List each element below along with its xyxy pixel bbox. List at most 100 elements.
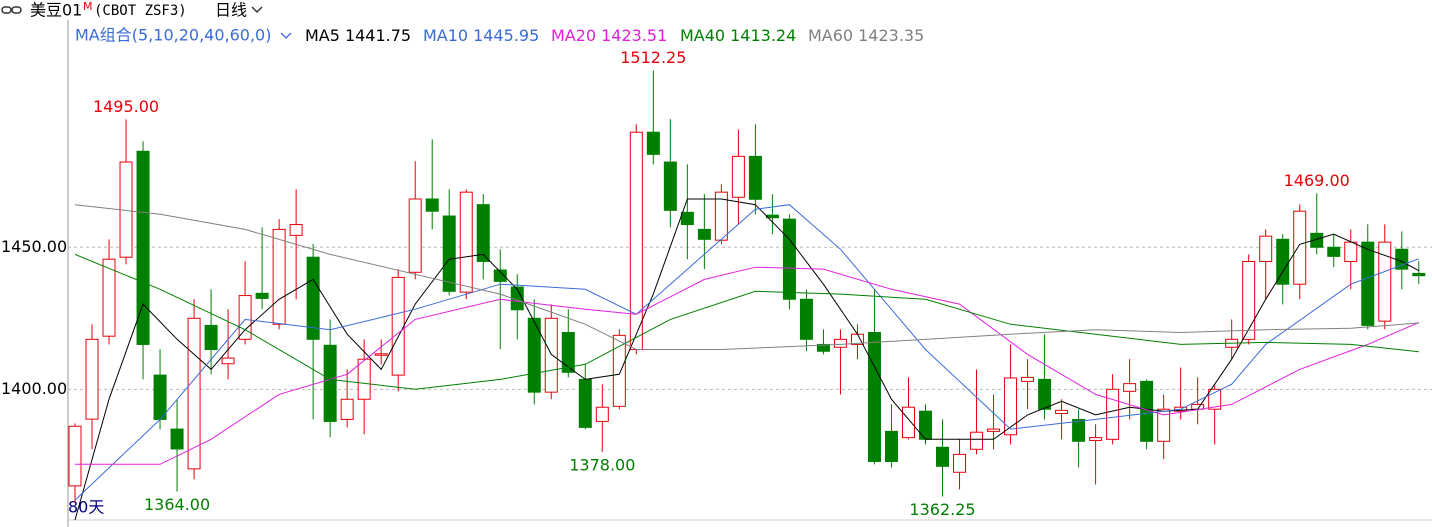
candle-body bbox=[731, 155, 745, 198]
candle-body bbox=[289, 224, 303, 236]
candle bbox=[1038, 334, 1052, 420]
ma-line bbox=[75, 266, 1419, 465]
candle-body bbox=[85, 338, 99, 420]
candle bbox=[731, 129, 745, 225]
legend-name: MA20 bbox=[551, 26, 596, 45]
candle-body bbox=[936, 446, 950, 467]
indicator-chevron[interactable] bbox=[280, 32, 292, 39]
legend-name: MA10 bbox=[423, 26, 468, 45]
legend-value: 1445.95 bbox=[473, 26, 539, 45]
days-label: 80天 bbox=[68, 498, 104, 517]
legend-entry: MA40 1413.24 bbox=[680, 26, 796, 45]
candle-body bbox=[459, 191, 473, 293]
candle-body bbox=[782, 218, 796, 300]
candle bbox=[1140, 379, 1154, 450]
candle bbox=[255, 227, 269, 310]
candle bbox=[374, 339, 388, 365]
candle bbox=[306, 244, 320, 420]
candle bbox=[970, 369, 984, 455]
candle-body bbox=[493, 269, 507, 282]
candle-body bbox=[748, 155, 762, 200]
symbol: 美豆01 bbox=[30, 1, 82, 20]
candle bbox=[68, 423, 82, 503]
candle-body bbox=[1004, 377, 1018, 436]
candle bbox=[1072, 409, 1086, 468]
extreme-label: 1364.00 bbox=[144, 495, 210, 514]
candle bbox=[425, 139, 439, 230]
candle bbox=[459, 189, 473, 300]
candle bbox=[1293, 204, 1307, 300]
y-tick-label: 1450.00 bbox=[1, 237, 67, 256]
candle-body bbox=[136, 150, 150, 345]
candle-body bbox=[357, 358, 371, 400]
candle bbox=[1123, 359, 1137, 420]
link-icon[interactable] bbox=[1, 6, 22, 14]
candle-body bbox=[1072, 418, 1086, 442]
candle bbox=[442, 189, 456, 296]
candle-body bbox=[595, 406, 609, 422]
candle bbox=[765, 194, 779, 235]
candle-body bbox=[1038, 378, 1052, 410]
candle-body bbox=[1157, 408, 1171, 442]
candle-body bbox=[833, 338, 847, 348]
candle-body bbox=[867, 332, 881, 462]
period-chevron[interactable] bbox=[251, 6, 263, 14]
ma-line bbox=[74, 198, 1420, 520]
legend-entry: MA60 1423.35 bbox=[808, 26, 924, 45]
ma-line bbox=[74, 204, 1419, 350]
candle bbox=[901, 377, 915, 440]
legend-value: 1413.24 bbox=[730, 26, 796, 45]
candle bbox=[782, 214, 796, 310]
ma-line bbox=[74, 253, 1419, 390]
indicator-label[interactable]: MA组合(5,10,20,40,60,0) bbox=[75, 26, 271, 45]
candle-body bbox=[1412, 272, 1426, 277]
candle bbox=[987, 394, 1001, 450]
extreme-label: 1495.00 bbox=[93, 97, 159, 116]
candle bbox=[527, 299, 541, 405]
extreme-label: 1469.00 bbox=[1284, 171, 1350, 190]
candle bbox=[884, 404, 898, 468]
legend-name: MA40 bbox=[680, 26, 725, 45]
candle bbox=[476, 194, 490, 280]
candle bbox=[953, 439, 967, 490]
candle bbox=[1412, 261, 1426, 285]
candle bbox=[919, 404, 932, 445]
candle-body bbox=[170, 428, 184, 450]
legend-entry: MA20 1423.51 bbox=[551, 26, 667, 45]
candle bbox=[1004, 344, 1018, 445]
candle bbox=[408, 161, 422, 280]
candle bbox=[578, 364, 592, 430]
candle-body bbox=[799, 298, 813, 340]
candle-body bbox=[1327, 246, 1341, 257]
candle bbox=[544, 304, 558, 400]
candle bbox=[136, 141, 150, 380]
candle-body bbox=[1344, 241, 1358, 262]
candle bbox=[1225, 319, 1239, 360]
candle bbox=[1259, 229, 1273, 300]
candle bbox=[1089, 424, 1103, 485]
candle bbox=[153, 349, 167, 430]
candle-body bbox=[238, 295, 252, 340]
candle bbox=[102, 239, 116, 345]
candle-body bbox=[391, 276, 405, 376]
candle-body bbox=[1242, 260, 1256, 340]
candle-body bbox=[68, 425, 82, 487]
candle bbox=[510, 274, 524, 340]
candle-body bbox=[476, 204, 490, 262]
period[interactable]: 日线 bbox=[215, 1, 247, 20]
candle bbox=[323, 319, 337, 438]
candle-body bbox=[425, 198, 439, 212]
candle bbox=[748, 124, 762, 215]
candle-body bbox=[1361, 241, 1375, 326]
candle-body bbox=[1106, 388, 1120, 440]
legend-value: 1423.51 bbox=[601, 26, 667, 45]
legend-name: MA60 bbox=[808, 26, 853, 45]
candle-body bbox=[714, 191, 728, 241]
candle-body bbox=[1123, 383, 1137, 392]
candle-body bbox=[697, 228, 711, 240]
candle-body bbox=[544, 317, 558, 393]
candle-body bbox=[374, 353, 388, 356]
candle-body bbox=[1055, 409, 1069, 414]
